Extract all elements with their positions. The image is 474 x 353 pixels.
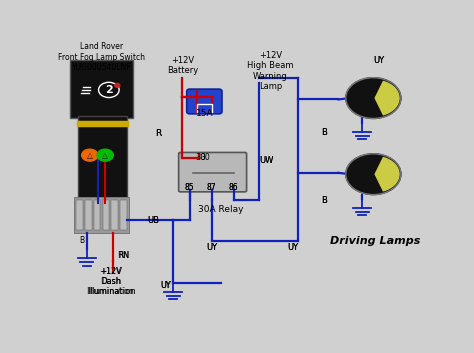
Text: Driving Lamps: Driving Lamps bbox=[330, 236, 420, 246]
Text: 30A Relay: 30A Relay bbox=[198, 205, 244, 214]
Text: R: R bbox=[155, 129, 162, 138]
Text: 86: 86 bbox=[229, 183, 238, 192]
FancyBboxPatch shape bbox=[94, 200, 100, 230]
FancyBboxPatch shape bbox=[179, 152, 246, 192]
FancyBboxPatch shape bbox=[74, 197, 129, 233]
FancyBboxPatch shape bbox=[187, 89, 222, 114]
Wedge shape bbox=[375, 82, 399, 115]
Text: 30: 30 bbox=[195, 154, 206, 162]
Text: +12V
Battery: +12V Battery bbox=[167, 56, 198, 75]
Text: UY: UY bbox=[160, 281, 171, 290]
Text: 15A: 15A bbox=[196, 108, 213, 118]
FancyBboxPatch shape bbox=[111, 200, 118, 230]
Text: UB: UB bbox=[147, 216, 159, 225]
Text: 2: 2 bbox=[105, 85, 113, 95]
FancyBboxPatch shape bbox=[85, 200, 91, 230]
Text: B: B bbox=[80, 236, 84, 245]
Text: +12V
Dash
Illumination: +12V Dash Illumination bbox=[88, 267, 134, 297]
Text: B: B bbox=[321, 196, 327, 204]
Text: UY: UY bbox=[374, 55, 384, 65]
Text: RN: RN bbox=[118, 251, 130, 260]
Circle shape bbox=[82, 149, 98, 161]
Text: +12V
Dash
Illumination: +12V Dash Illumination bbox=[86, 267, 136, 297]
Text: B: B bbox=[321, 127, 327, 137]
Circle shape bbox=[346, 78, 401, 119]
FancyBboxPatch shape bbox=[70, 60, 133, 119]
Text: R: R bbox=[155, 129, 162, 138]
Text: Land Rover
Front Fog Lamp Switch
YUG000540LNF: Land Rover Front Fog Lamp Switch YUG0005… bbox=[58, 42, 145, 72]
Text: B: B bbox=[321, 196, 327, 204]
Circle shape bbox=[115, 83, 120, 87]
Text: 87: 87 bbox=[207, 183, 217, 192]
Text: UY: UY bbox=[374, 55, 384, 65]
FancyBboxPatch shape bbox=[78, 116, 127, 227]
Text: 30: 30 bbox=[201, 154, 210, 162]
Wedge shape bbox=[375, 157, 399, 191]
Text: UY: UY bbox=[287, 243, 298, 252]
Text: RN: RN bbox=[118, 251, 129, 260]
Text: B: B bbox=[321, 127, 327, 137]
Circle shape bbox=[99, 82, 119, 97]
FancyBboxPatch shape bbox=[76, 200, 83, 230]
Text: +12V
High Beam
Warning
Lamp: +12V High Beam Warning Lamp bbox=[247, 51, 294, 91]
Text: UW: UW bbox=[260, 156, 274, 165]
FancyBboxPatch shape bbox=[102, 200, 109, 230]
Text: 87: 87 bbox=[207, 183, 217, 192]
Circle shape bbox=[346, 154, 401, 195]
FancyBboxPatch shape bbox=[120, 200, 127, 230]
Text: UY: UY bbox=[287, 243, 298, 252]
Text: △: △ bbox=[87, 151, 93, 160]
Text: UB: UB bbox=[147, 216, 159, 225]
Text: UY: UY bbox=[206, 243, 217, 252]
Text: UY: UY bbox=[206, 243, 217, 252]
Text: 85: 85 bbox=[185, 183, 194, 192]
Text: UY: UY bbox=[161, 281, 171, 290]
Text: UW: UW bbox=[260, 156, 274, 165]
Text: △: △ bbox=[102, 151, 108, 160]
Text: 85: 85 bbox=[185, 183, 194, 192]
Circle shape bbox=[97, 149, 113, 161]
Text: 86: 86 bbox=[229, 183, 238, 192]
